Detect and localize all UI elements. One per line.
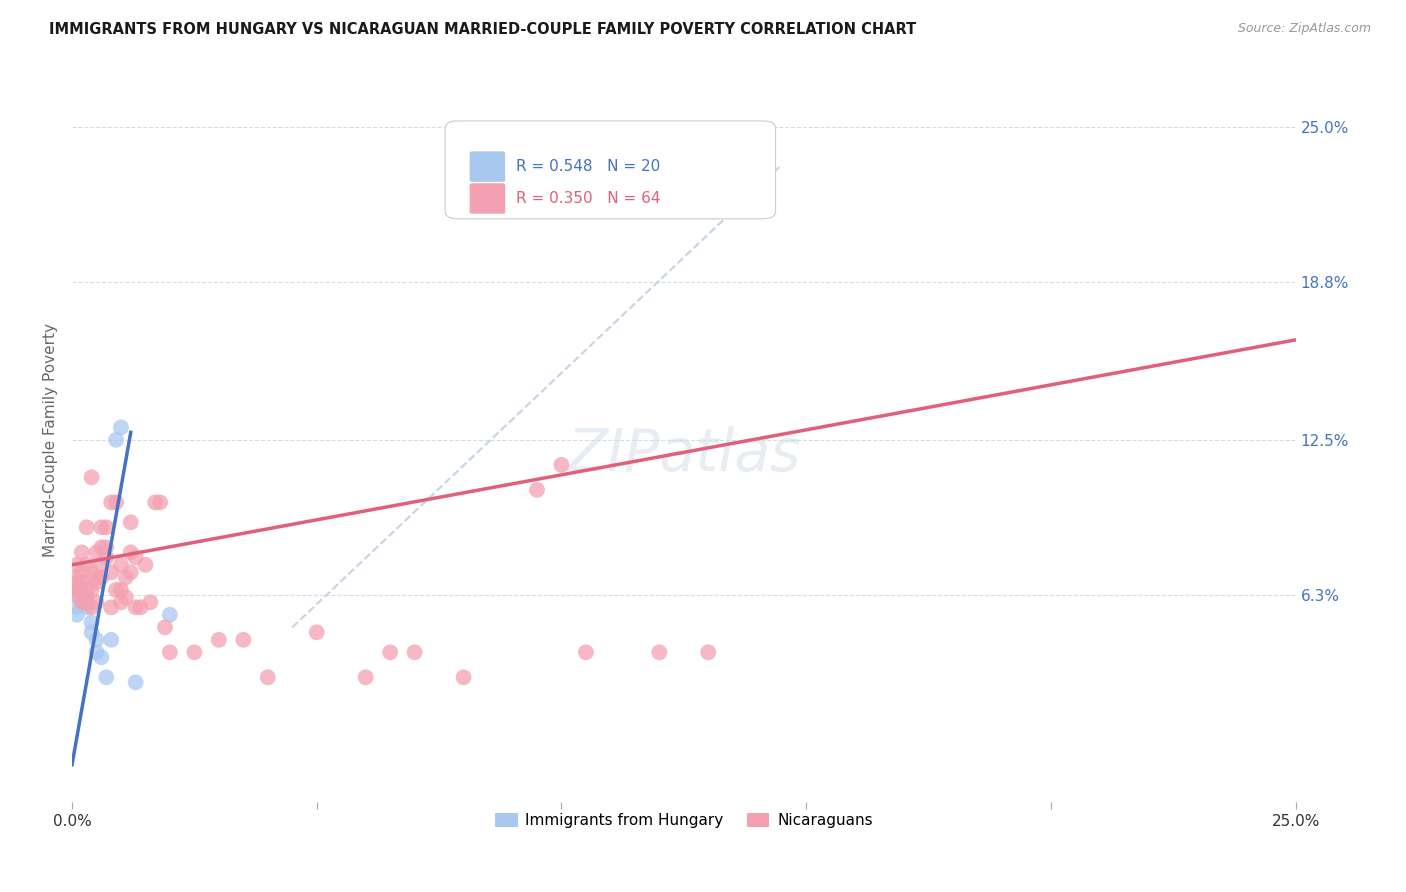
- Point: [115, 570, 138, 584]
- Point: [575, 645, 598, 659]
- FancyBboxPatch shape: [470, 152, 505, 182]
- Point: [86, 545, 108, 559]
- Point: [139, 595, 162, 609]
- Point: [120, 545, 142, 559]
- Point: [66, 582, 89, 597]
- Point: [80, 566, 103, 580]
- Point: [697, 645, 720, 659]
- Point: [76, 582, 98, 597]
- Point: [124, 600, 146, 615]
- Legend: Immigrants from Hungary, Nicaraguans: Immigrants from Hungary, Nicaraguans: [489, 807, 879, 835]
- Point: [66, 558, 89, 572]
- Point: [159, 607, 181, 622]
- Point: [120, 566, 142, 580]
- Y-axis label: Married-Couple Family Poverty: Married-Couple Family Poverty: [44, 323, 58, 557]
- Point: [232, 632, 254, 647]
- Text: IMMIGRANTS FROM HUNGARY VS NICARAGUAN MARRIED-COUPLE FAMILY POVERTY CORRELATION : IMMIGRANTS FROM HUNGARY VS NICARAGUAN MA…: [49, 22, 917, 37]
- Point: [70, 575, 93, 590]
- Point: [80, 615, 103, 630]
- Point: [66, 588, 89, 602]
- Point: [66, 588, 89, 602]
- Point: [70, 595, 93, 609]
- Point: [183, 645, 205, 659]
- FancyBboxPatch shape: [470, 183, 505, 214]
- Text: R = 0.350   N = 64: R = 0.350 N = 64: [516, 191, 661, 206]
- Point: [526, 483, 548, 497]
- Point: [90, 558, 112, 572]
- Point: [96, 670, 118, 684]
- Point: [115, 591, 138, 605]
- Point: [90, 570, 112, 584]
- Point: [80, 470, 103, 484]
- Point: [90, 650, 112, 665]
- Point: [305, 625, 328, 640]
- Point: [124, 550, 146, 565]
- Point: [76, 595, 98, 609]
- Point: [100, 566, 122, 580]
- Point: [120, 516, 142, 530]
- Point: [124, 675, 146, 690]
- Point: [66, 570, 89, 584]
- Point: [159, 645, 181, 659]
- Point: [105, 433, 128, 447]
- Text: R = 0.548   N = 20: R = 0.548 N = 20: [516, 159, 661, 174]
- Point: [110, 558, 132, 572]
- Point: [105, 582, 128, 597]
- Text: Source: ZipAtlas.com: Source: ZipAtlas.com: [1237, 22, 1371, 36]
- Point: [86, 645, 108, 659]
- Point: [86, 595, 108, 609]
- Point: [134, 558, 156, 572]
- Point: [648, 645, 671, 659]
- Point: [70, 545, 93, 559]
- Point: [70, 595, 93, 609]
- Point: [86, 570, 108, 584]
- Point: [550, 458, 572, 472]
- Point: [100, 600, 122, 615]
- Point: [453, 670, 475, 684]
- Point: [129, 600, 152, 615]
- Point: [80, 582, 103, 597]
- Text: ZIPatlas: ZIPatlas: [567, 425, 800, 483]
- Point: [256, 670, 278, 684]
- Point: [100, 632, 122, 647]
- Point: [149, 495, 172, 509]
- Point: [66, 607, 89, 622]
- Point: [76, 600, 98, 615]
- Point: [76, 591, 98, 605]
- Point: [70, 566, 93, 580]
- Point: [208, 632, 231, 647]
- Point: [80, 625, 103, 640]
- Point: [90, 520, 112, 534]
- Point: [86, 632, 108, 647]
- Point: [96, 520, 118, 534]
- Point: [404, 645, 426, 659]
- Point: [110, 582, 132, 597]
- FancyBboxPatch shape: [446, 121, 776, 219]
- Point: [100, 495, 122, 509]
- Point: [90, 541, 112, 555]
- Point: [110, 595, 132, 609]
- Point: [70, 588, 93, 602]
- Point: [96, 541, 118, 555]
- Point: [76, 520, 98, 534]
- Point: [80, 600, 103, 615]
- Point: [70, 575, 93, 590]
- Point: [66, 575, 89, 590]
- Point: [378, 645, 401, 659]
- Point: [354, 670, 377, 684]
- Point: [143, 495, 166, 509]
- Point: [110, 420, 132, 434]
- Point: [153, 620, 176, 634]
- Point: [66, 582, 89, 597]
- Point: [66, 600, 89, 615]
- Point: [105, 495, 128, 509]
- Point: [96, 550, 118, 565]
- Point: [86, 575, 108, 590]
- Point: [76, 558, 98, 572]
